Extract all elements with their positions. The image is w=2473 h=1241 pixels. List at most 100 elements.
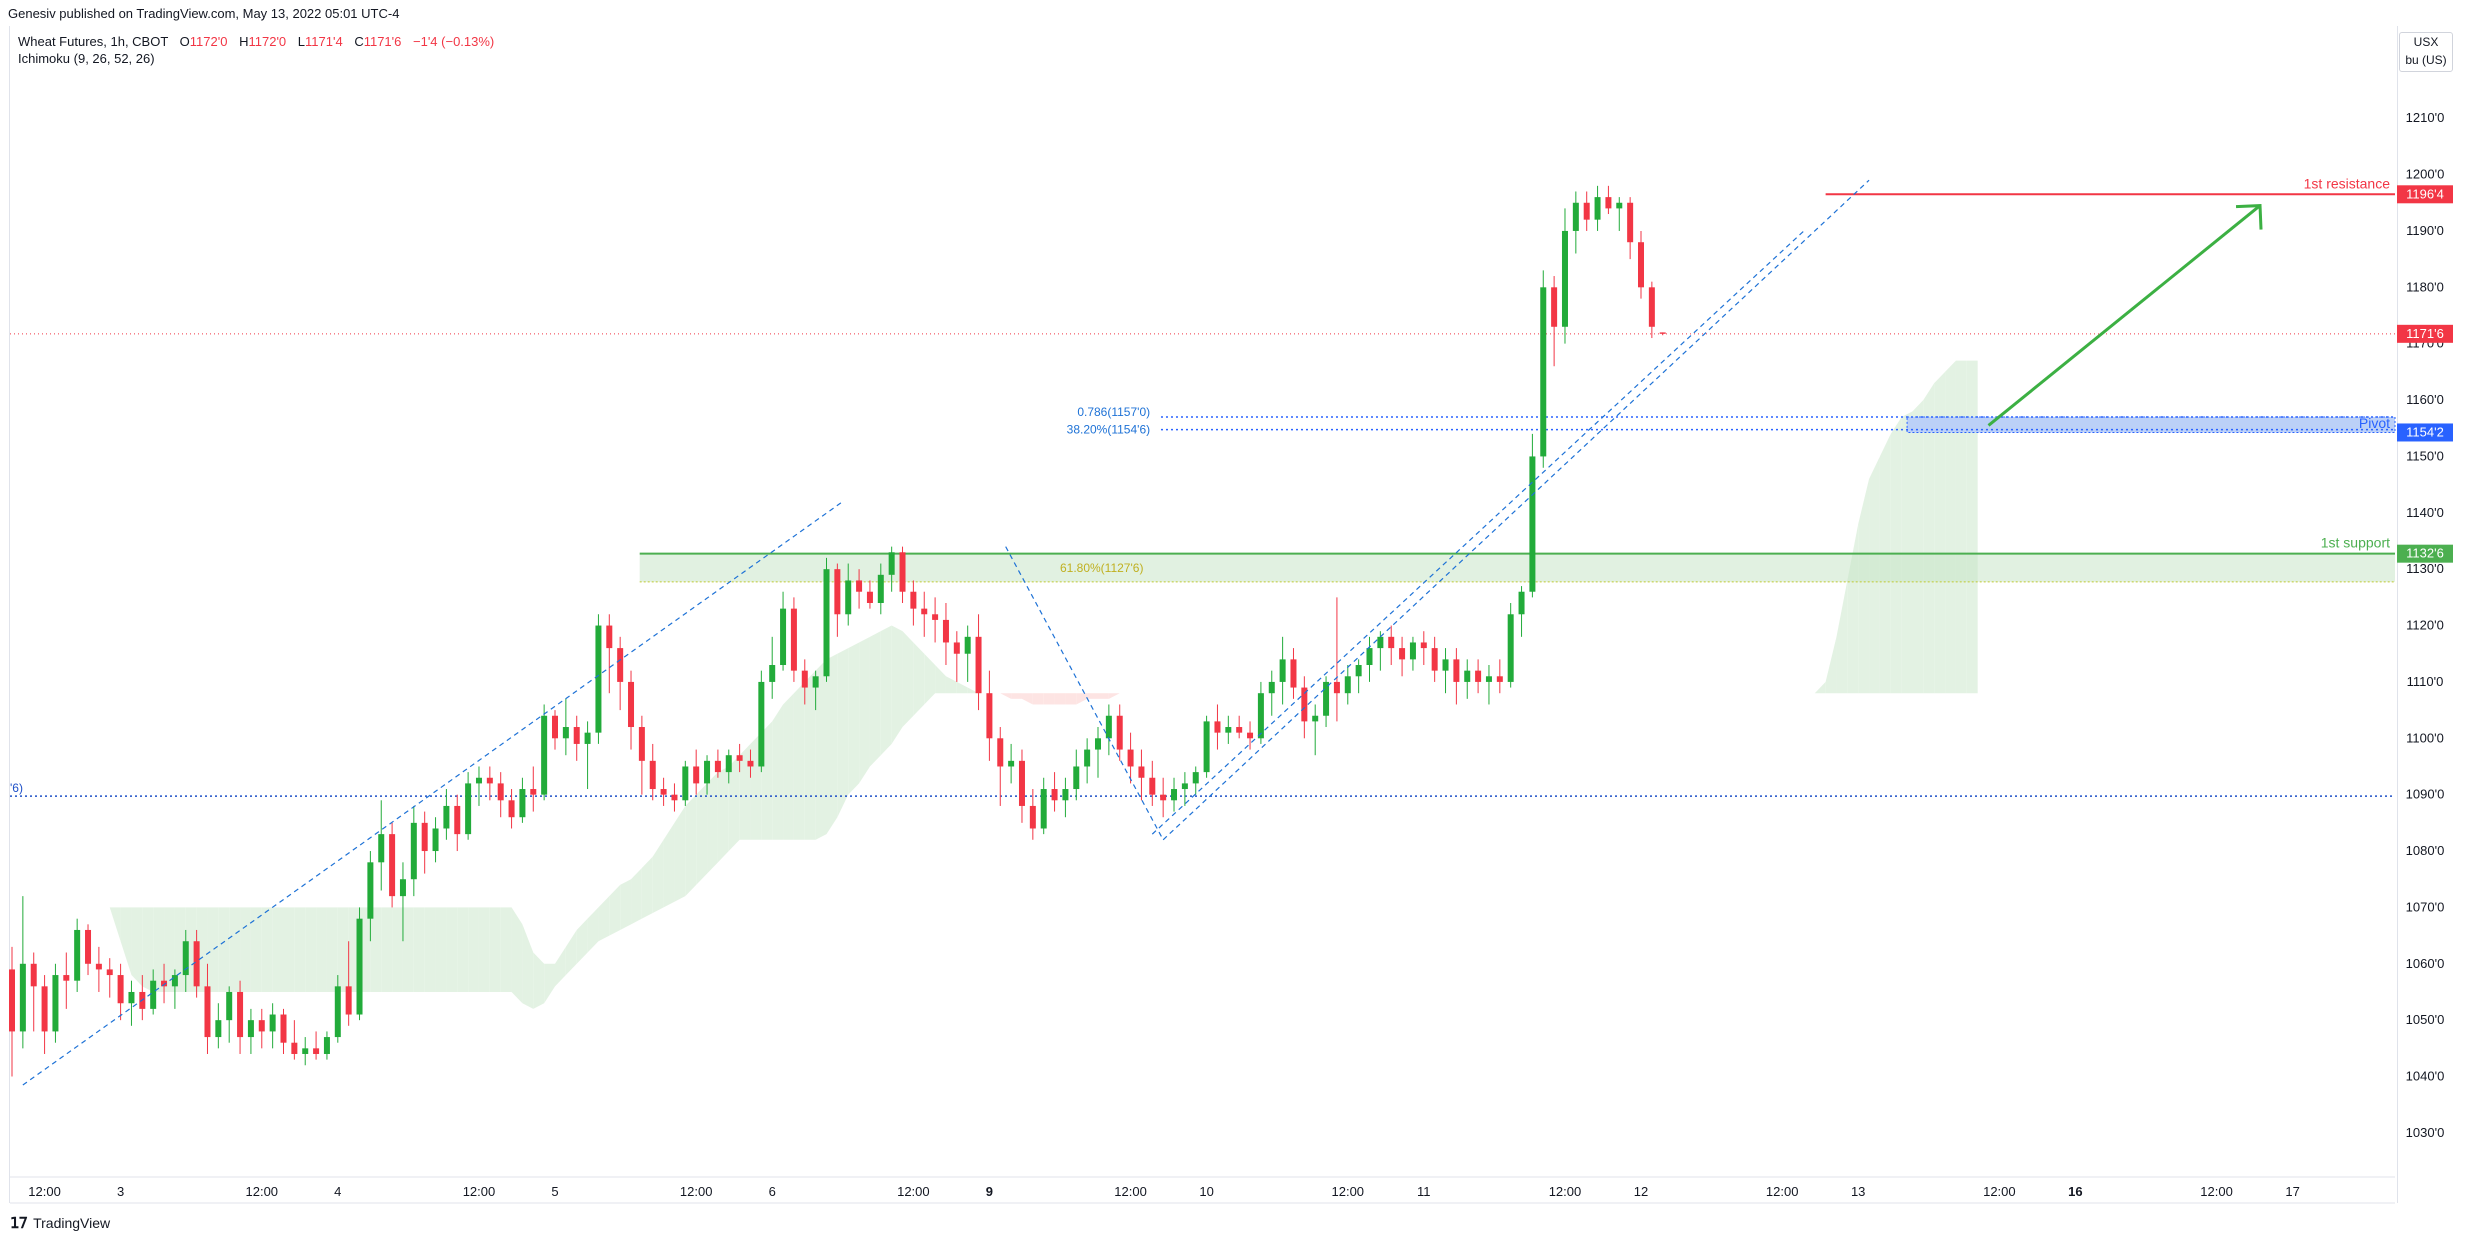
candle-body bbox=[1409, 642, 1416, 660]
candle-body bbox=[1279, 659, 1286, 682]
candle-body bbox=[280, 1014, 287, 1043]
cloud-segment bbox=[652, 839, 664, 914]
resistance-label: 1st resistance bbox=[2304, 175, 2391, 191]
fib-786-label: 0.786(1157'0) bbox=[1077, 405, 1150, 419]
candle-body bbox=[465, 783, 472, 835]
ohlc-close-value: 1171'6 bbox=[363, 34, 402, 49]
price-tick-label: 1060'0 bbox=[2406, 956, 2445, 971]
time-tick-label: 12:00 bbox=[680, 1184, 713, 1199]
candle-body bbox=[953, 642, 960, 654]
candle-body bbox=[997, 738, 1004, 767]
candle-body bbox=[1105, 715, 1112, 739]
candle-body bbox=[1344, 676, 1351, 694]
candle-body bbox=[1247, 732, 1254, 739]
cloud-segment bbox=[555, 946, 566, 987]
cloud-segment bbox=[1054, 693, 1066, 705]
ohlc-open-value: 1172'0 bbox=[189, 34, 228, 49]
candle-body bbox=[1203, 721, 1210, 773]
candle-body bbox=[573, 727, 580, 744]
cloud-segment bbox=[381, 907, 393, 992]
cloud-segment bbox=[620, 879, 632, 930]
candle-body bbox=[182, 941, 189, 976]
cloud-segment bbox=[891, 625, 903, 744]
chart-frame[interactable] bbox=[9, 26, 2398, 1203]
symbol-title[interactable]: Wheat Futures, 1h, CBOT bbox=[18, 34, 169, 49]
cloud-segment bbox=[120, 907, 132, 976]
cloud-segment bbox=[1858, 478, 1870, 694]
cloud-segment bbox=[489, 907, 501, 992]
cloud-segment bbox=[913, 642, 925, 716]
ichimoku-cloud bbox=[109, 360, 1978, 1009]
candle-body bbox=[1627, 202, 1634, 243]
cloud-segment bbox=[1011, 693, 1022, 699]
candle-body bbox=[1236, 727, 1243, 733]
cloud-segment bbox=[945, 676, 957, 694]
last-price-tag: 1171'6 bbox=[2406, 326, 2444, 341]
ohlc-low-value: 1171'4 bbox=[305, 34, 343, 49]
candle-body bbox=[302, 1048, 309, 1054]
candle-body bbox=[1561, 230, 1568, 327]
cloud-segment bbox=[207, 907, 219, 992]
price-tick-label: 1050'0 bbox=[2406, 1012, 2445, 1027]
candle-body bbox=[986, 693, 993, 739]
cloud-segment bbox=[576, 918, 588, 964]
candle-body bbox=[1127, 749, 1134, 767]
cloud-segment bbox=[1847, 524, 1859, 694]
cloud-segment bbox=[392, 907, 403, 992]
time-tick-label: 12:00 bbox=[246, 1184, 279, 1199]
ohlc-low-label: L bbox=[297, 34, 306, 49]
candle-body bbox=[682, 766, 689, 801]
candle-body bbox=[1312, 715, 1319, 722]
candle-body bbox=[519, 789, 526, 818]
cloud-segment bbox=[1098, 693, 1109, 699]
cloud-segment bbox=[859, 636, 870, 784]
cloud-segment bbox=[413, 907, 425, 992]
drawing-zones bbox=[10, 333, 2396, 797]
cloud-segment bbox=[1087, 693, 1098, 699]
candle-body bbox=[1475, 670, 1482, 682]
candle-body bbox=[1464, 670, 1471, 682]
cloud-segment bbox=[837, 648, 849, 818]
cloud-segment bbox=[565, 929, 577, 976]
indicator-label[interactable]: Ichimoku (9, 26, 52, 26) bbox=[18, 51, 155, 66]
candle-body bbox=[1040, 789, 1047, 829]
candle-body bbox=[443, 805, 450, 829]
candle-body bbox=[432, 828, 439, 852]
candle-body bbox=[1181, 783, 1188, 790]
candle-body bbox=[530, 789, 537, 795]
channel-line-upper bbox=[1162, 179, 1870, 841]
candle-body bbox=[671, 794, 678, 801]
candle-body bbox=[1095, 738, 1101, 750]
cloud-segment bbox=[283, 907, 295, 992]
time-tick-label: 11 bbox=[1417, 1184, 1431, 1199]
cloud-segment bbox=[1065, 693, 1077, 705]
fib-618-label: 61.80%(1127'6) bbox=[1060, 561, 1143, 575]
support-label: 1st support bbox=[2321, 535, 2390, 551]
candle-body bbox=[1388, 636, 1395, 649]
candle-body bbox=[1301, 687, 1308, 722]
candle-body bbox=[1171, 789, 1178, 801]
fib-leg-line bbox=[1005, 546, 1164, 841]
time-tick-label: 12 bbox=[1634, 1184, 1648, 1199]
candle-body bbox=[117, 975, 124, 1004]
tradingview-logo[interactable]: 𝟣𝟩 TradingView bbox=[10, 1214, 110, 1232]
cloud-segment bbox=[1814, 681, 1826, 694]
currency-unit-button[interactable]: USX bu (US) bbox=[2399, 32, 2453, 72]
candle-body bbox=[888, 552, 895, 575]
candle-body bbox=[812, 676, 819, 688]
candle-body bbox=[1551, 287, 1558, 327]
cloud-segment bbox=[696, 783, 708, 885]
cloud-segment bbox=[1032, 693, 1044, 705]
cloud-segment bbox=[435, 907, 447, 992]
price-axis: 1030'01040'01050'01060'01070'01080'01090… bbox=[10, 110, 2453, 1204]
candle-body bbox=[52, 975, 59, 1032]
time-tick-label: 12:00 bbox=[1332, 1184, 1365, 1199]
candle-body bbox=[1008, 760, 1015, 767]
candle-body bbox=[215, 1020, 222, 1038]
candle-body bbox=[508, 800, 515, 818]
candle-body bbox=[1029, 805, 1036, 829]
candle-body bbox=[714, 760, 721, 773]
candle-body bbox=[1062, 789, 1069, 801]
cloud-segment bbox=[261, 907, 273, 992]
